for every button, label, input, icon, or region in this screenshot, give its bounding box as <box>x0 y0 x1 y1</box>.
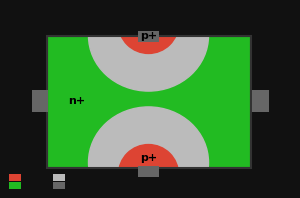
Bar <box>9 174 21 181</box>
Ellipse shape <box>118 145 178 198</box>
Ellipse shape <box>88 0 208 91</box>
Bar <box>138 31 159 42</box>
Bar <box>9 182 21 189</box>
Bar <box>138 166 159 177</box>
Text: p+: p+ <box>140 153 157 163</box>
Bar <box>52 174 64 181</box>
Bar <box>0 36 46 168</box>
Bar <box>250 36 300 168</box>
Text: n+: n+ <box>68 96 85 106</box>
Ellipse shape <box>118 0 178 53</box>
Ellipse shape <box>88 107 208 198</box>
Bar <box>32 90 48 112</box>
Bar <box>46 36 250 168</box>
Bar <box>252 90 268 112</box>
Bar <box>0 168 300 198</box>
Bar <box>52 182 64 189</box>
Text: p+: p+ <box>140 31 157 41</box>
Bar <box>46 36 250 168</box>
Bar <box>0 0 300 36</box>
